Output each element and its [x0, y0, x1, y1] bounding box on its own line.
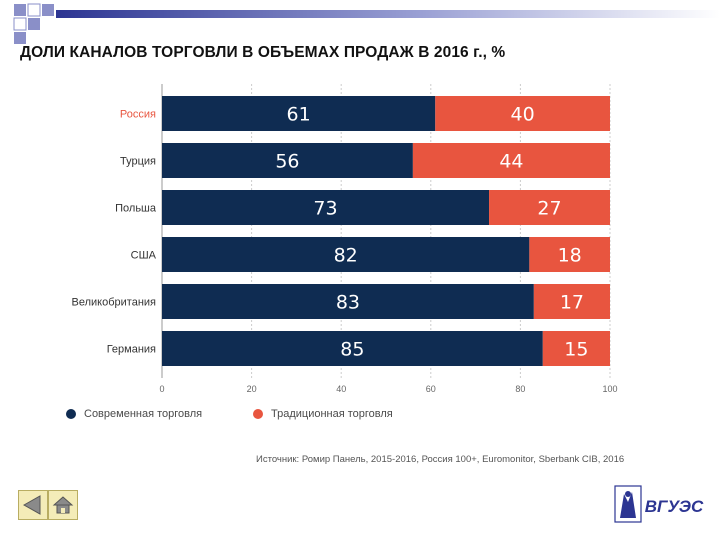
- corner-square: [13, 17, 27, 31]
- data-label: 44: [499, 151, 523, 173]
- legend-swatch-modern: [66, 409, 76, 419]
- bar-traditional: [542, 331, 610, 366]
- legend-swatch-traditional: [253, 409, 263, 419]
- back-arrow-icon: [22, 495, 41, 515]
- x-tick-label: 20: [247, 384, 257, 394]
- legend-item-modern: Современная торговля: [66, 408, 202, 420]
- data-label: 15: [564, 339, 588, 361]
- category-label: Великобритания: [72, 297, 157, 309]
- category-label: Турция: [120, 156, 156, 168]
- source-note: Источник: Ромир Панель, 2015-2016, Росси…: [256, 454, 625, 465]
- category-label: Польша: [115, 203, 157, 215]
- x-tick-label: 0: [159, 384, 164, 394]
- header-bar: [56, 10, 720, 18]
- logo-text: ВГУЭС: [645, 497, 704, 516]
- x-tick-label: 100: [602, 384, 617, 394]
- legend-label-modern: Современная торговля: [84, 408, 203, 420]
- category-label: Россия: [120, 109, 156, 121]
- data-label: 18: [558, 245, 582, 267]
- legend-label-traditional: Традиционная торговля: [271, 408, 393, 420]
- corner-square: [14, 4, 26, 16]
- data-label: 17: [560, 292, 584, 314]
- bar-modern: [162, 237, 530, 272]
- category-label: США: [131, 250, 157, 262]
- home-button[interactable]: [48, 490, 78, 520]
- corner-square: [14, 32, 26, 44]
- corner-square: [27, 3, 41, 17]
- bar-traditional: [529, 237, 610, 272]
- legend-item-traditional: Традиционная торговля: [253, 408, 393, 420]
- data-label: 83: [336, 292, 360, 314]
- back-button[interactable]: [18, 490, 48, 520]
- slide-title: ДОЛИ КАНАЛОВ ТОРГОВЛИ В ОБЪЕМАХ ПРОДАЖ В…: [20, 44, 506, 61]
- bar-modern: [162, 96, 436, 131]
- vgues-logo: ВГУЭС: [614, 485, 704, 523]
- data-label: 85: [340, 339, 364, 361]
- data-label: 61: [287, 104, 311, 126]
- data-label: 27: [537, 198, 561, 220]
- corner-square: [42, 4, 54, 16]
- bar-modern: [162, 190, 490, 225]
- x-tick-label: 60: [426, 384, 436, 394]
- corner-square: [28, 18, 40, 30]
- data-label: 73: [313, 198, 337, 220]
- bar-modern: [162, 331, 543, 366]
- bar-modern: [162, 143, 413, 178]
- bar-modern: [162, 284, 534, 319]
- x-tick-label: 40: [336, 384, 346, 394]
- data-label: 56: [275, 151, 299, 173]
- x-tick-label: 80: [515, 384, 525, 394]
- bar-traditional: [489, 190, 610, 225]
- bar-traditional: [435, 96, 610, 131]
- stacked-bar-chart: 0 20 40 60 80 100 Россия 61 40 Турция 56 44 Польша 73…: [72, 84, 618, 394]
- bar-traditional: [412, 143, 610, 178]
- header-decoration: [13, 3, 720, 44]
- data-label: 82: [334, 245, 358, 267]
- bar-traditional: [533, 284, 610, 319]
- category-label: Германия: [107, 344, 156, 356]
- data-label: 40: [511, 104, 535, 126]
- home-icon: [52, 496, 74, 514]
